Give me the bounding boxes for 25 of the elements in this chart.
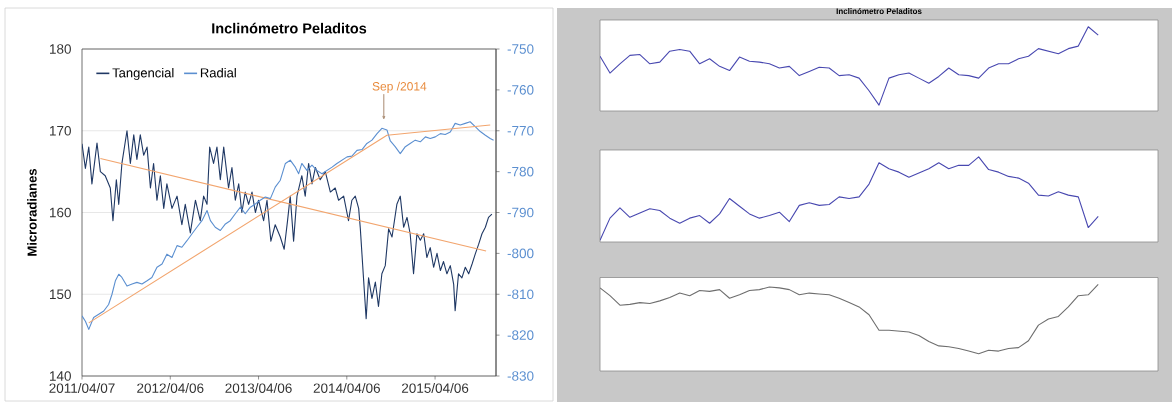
y2-tick-label: -830	[507, 371, 534, 381]
chart-title: Inclinómetro Peladitos	[212, 22, 367, 34]
y2-tick-label: -770	[507, 125, 534, 136]
y-tick-label: 140	[49, 371, 71, 381]
chart-title: Inclinómetro Peladitos	[836, 8, 922, 14]
annotation: Sep /2014	[372, 81, 427, 93]
x-tick-label: 2014/04/06	[313, 383, 380, 393]
legend-label: Tangencial	[112, 67, 174, 81]
legend-label: Radial	[200, 67, 236, 78]
x-tick-label: 2012/04/06	[137, 383, 204, 393]
y-axis-title: Microradianes	[27, 168, 37, 256]
x-tick-label: 2013/04/06	[225, 383, 292, 393]
y2-tick-label: -760	[507, 85, 534, 95]
y2-tick-label: -810	[507, 289, 534, 300]
y2-tick-label: -750	[507, 44, 534, 54]
y2-tick-label: -820	[507, 330, 534, 340]
y-tick-label: 150	[49, 289, 71, 300]
y2-tick-label: -790	[507, 207, 534, 218]
y-tick-label: 170	[49, 125, 71, 136]
y-tick-label: 180	[49, 44, 71, 54]
y2-tick-label: -780	[507, 166, 534, 177]
y-tick-label: 160	[49, 207, 71, 218]
x-tick-label: 2011/04/07	[49, 383, 115, 393]
x-tick-label: 2015/04/06	[401, 383, 469, 393]
y2-tick-label: -800	[507, 248, 534, 259]
